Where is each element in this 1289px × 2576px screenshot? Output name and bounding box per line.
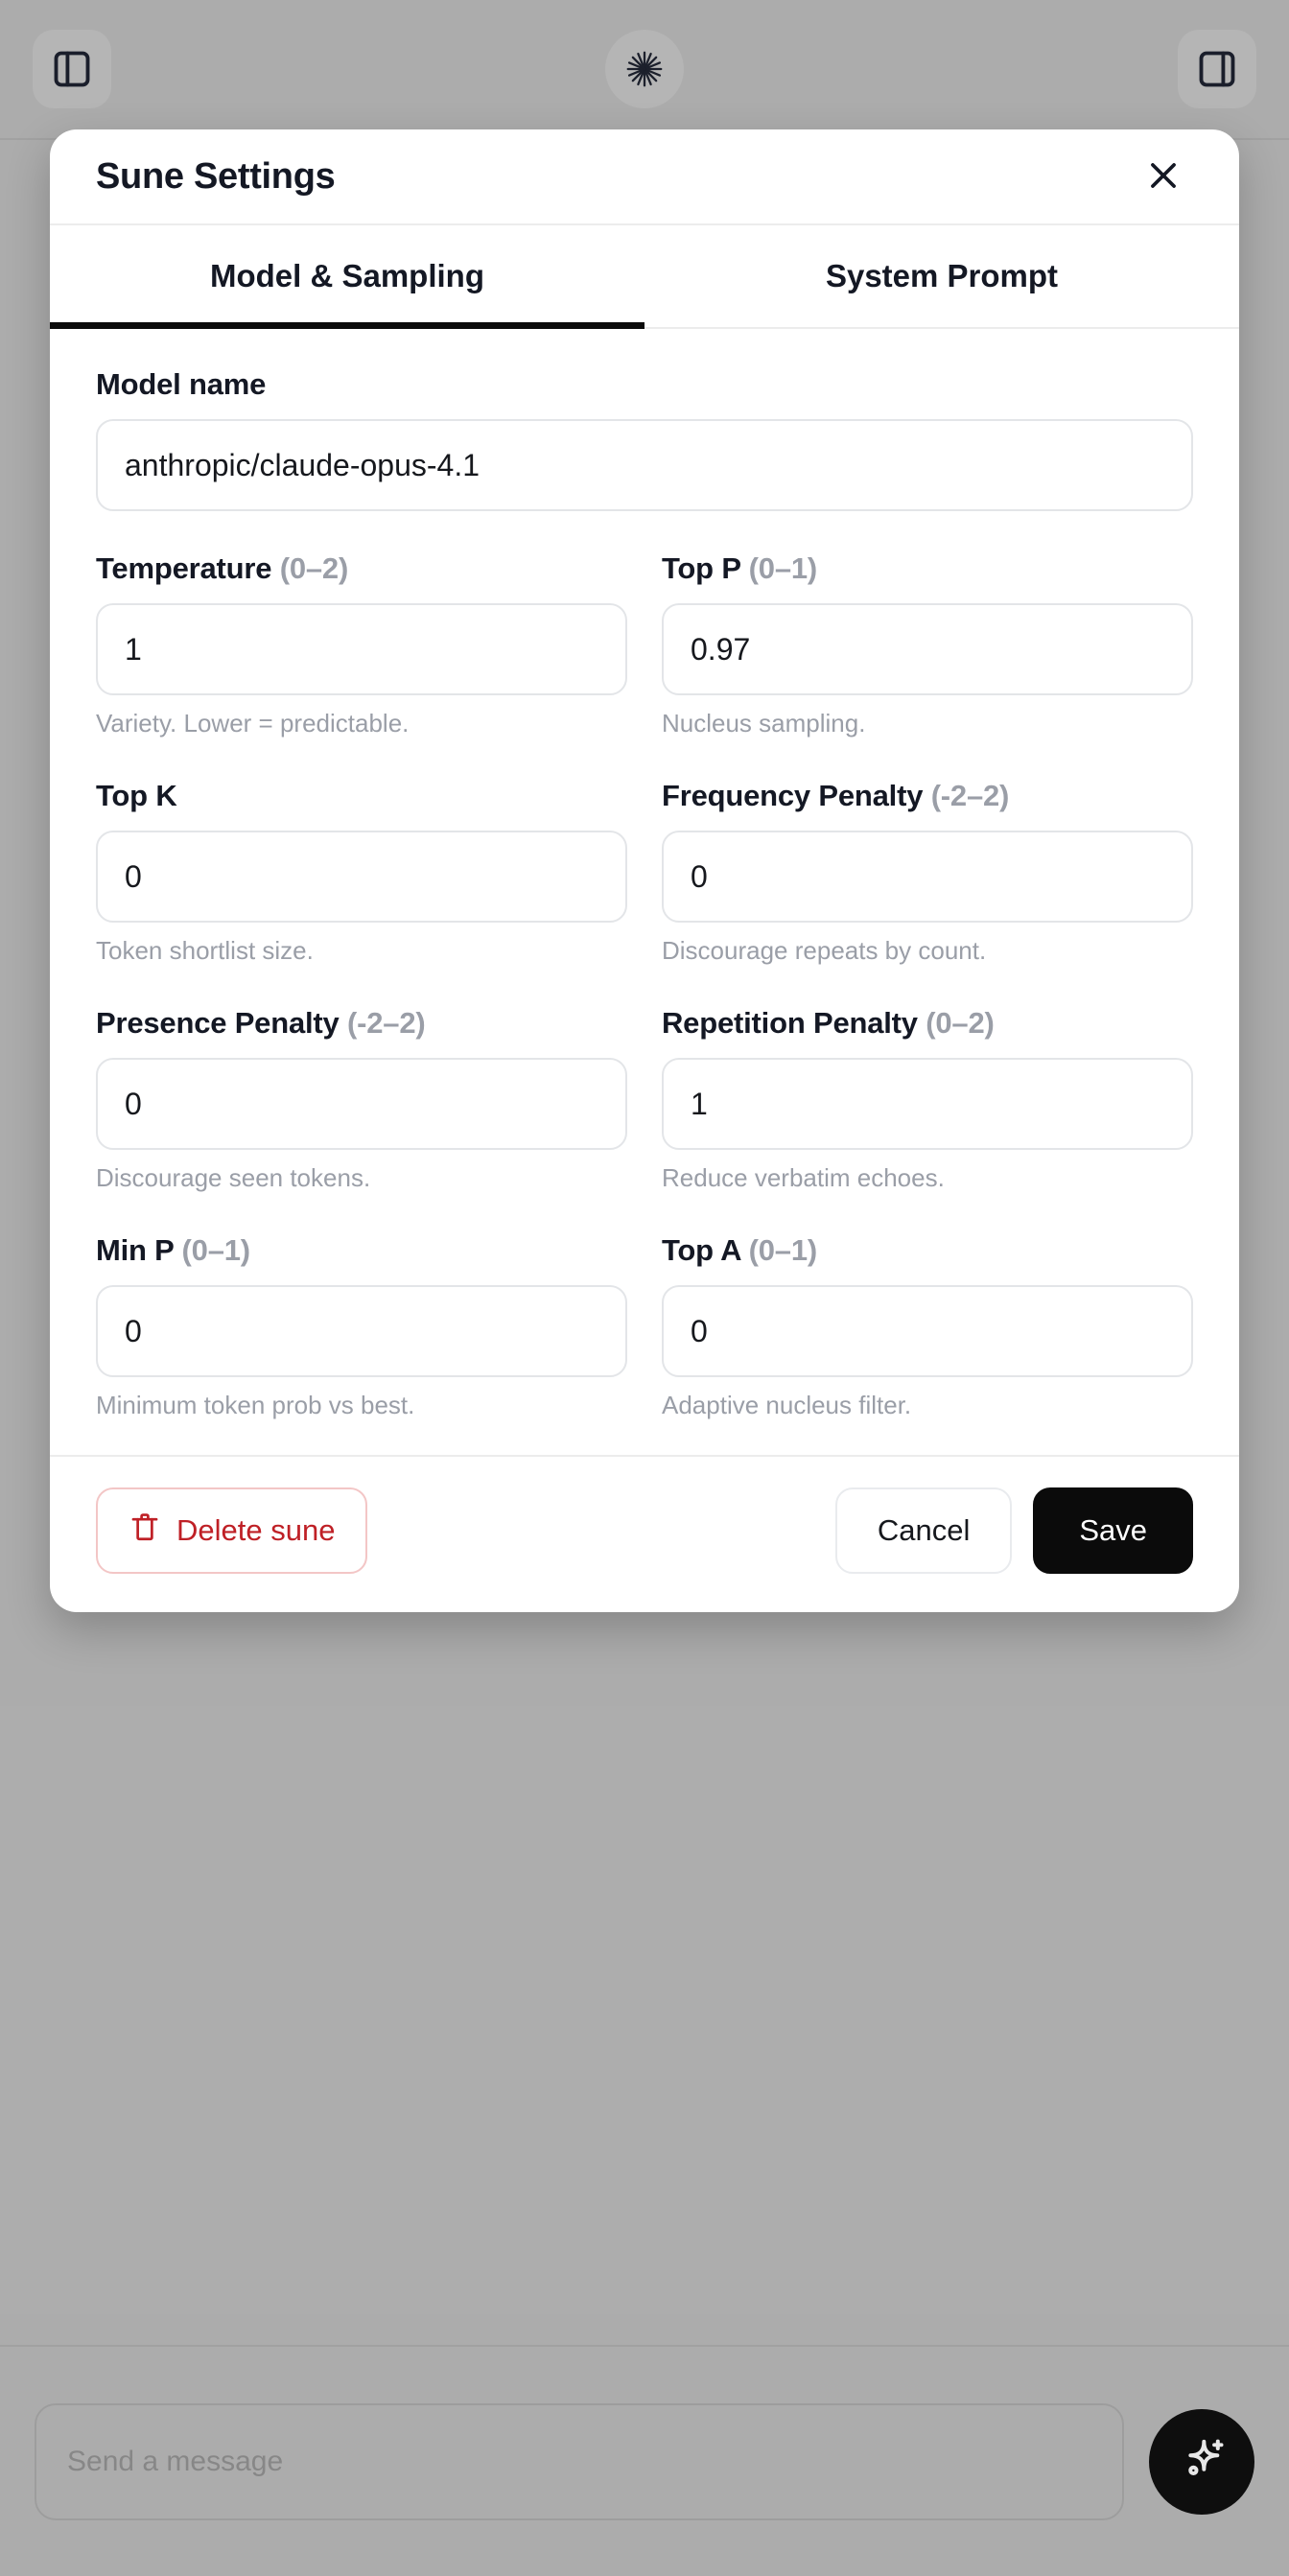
param-row-1: Temperature (0–2) Variety. Lower = predi… — [96, 511, 1193, 738]
repetition-penalty-label: Repetition Penalty (0–2) — [662, 1006, 1193, 1041]
cancel-button[interactable]: Cancel — [834, 1487, 1013, 1574]
top-a-input[interactable] — [662, 1285, 1193, 1377]
top-a-help: Adaptive nucleus filter. — [662, 1391, 912, 1419]
top-k-label: Top K — [96, 779, 627, 813]
frequency-penalty-range: (-2–2) — [930, 779, 1010, 812]
top-p-help: Nucleus sampling. — [662, 709, 866, 738]
repetition-penalty-help: Reduce verbatim echoes. — [662, 1163, 945, 1192]
param-row-2: Top K Token shortlist size. Frequency Pe… — [96, 738, 1193, 966]
top-p-label: Top P (0–1) — [662, 551, 1193, 586]
sunburst-logo-icon — [622, 47, 667, 91]
top-k-help: Token shortlist size. — [96, 936, 314, 965]
field-min-p: Min P (0–1) Minimum token prob vs best. — [96, 1233, 627, 1420]
model-name-input[interactable] — [96, 419, 1193, 511]
top-a-label: Top A (0–1) — [662, 1233, 1193, 1268]
dialog-body: Model name Temperature (0–2) Variety. Lo… — [50, 329, 1239, 1455]
repetition-penalty-input[interactable] — [662, 1058, 1193, 1150]
tab-model-and-sampling[interactable]: Model & Sampling — [50, 225, 644, 329]
presence-penalty-input[interactable] — [96, 1058, 627, 1150]
sune-settings-dialog: Sune Settings Model & Sampling System Pr… — [50, 129, 1239, 1612]
right-panel-toggle-button[interactable] — [1178, 30, 1256, 108]
top-k-input[interactable] — [96, 831, 627, 923]
delete-sune-label: Delete sune — [176, 1513, 336, 1547]
repetition-penalty-range: (0–2) — [926, 1006, 995, 1040]
min-p-input[interactable] — [96, 1285, 627, 1377]
right-panel-toggle-icon — [1196, 48, 1238, 90]
frequency-penalty-input[interactable] — [662, 831, 1193, 923]
page-title: Sune Settings — [96, 155, 336, 197]
min-p-label-text: Min P — [96, 1233, 175, 1267]
frequency-penalty-label-text: Frequency Penalty — [662, 779, 924, 812]
dialog-tabs: Model & Sampling System Prompt — [50, 225, 1239, 329]
left-panel-toggle-button[interactable] — [33, 30, 111, 108]
repetition-penalty-label-text: Repetition Penalty — [662, 1006, 918, 1040]
app-logo-button[interactable] — [605, 30, 684, 108]
top-k-label-text: Top K — [96, 779, 177, 812]
param-row-4: Min P (0–1) Minimum token prob vs best. … — [96, 1193, 1193, 1420]
tab-system-prompt[interactable]: System Prompt — [644, 225, 1239, 327]
message-input[interactable] — [35, 2402, 1124, 2520]
top-bar — [0, 0, 1289, 140]
close-icon — [1145, 157, 1182, 197]
presence-penalty-help: Discourage seen tokens. — [96, 1163, 371, 1192]
model-name-label: Model name — [96, 367, 267, 401]
temperature-help: Variety. Lower = predictable. — [96, 709, 410, 738]
min-p-help: Minimum token prob vs best. — [96, 1391, 415, 1419]
close-dialog-button[interactable] — [1134, 147, 1193, 206]
top-p-input[interactable] — [662, 603, 1193, 695]
delete-sune-button[interactable]: Delete sune — [96, 1487, 368, 1574]
footer-actions: Cancel Save — [834, 1487, 1193, 1574]
presence-penalty-range: (-2–2) — [347, 1006, 426, 1040]
trash-icon — [129, 1510, 161, 1551]
top-p-range: (0–1) — [748, 551, 818, 585]
top-a-label-text: Top A — [662, 1233, 741, 1267]
save-button[interactable]: Save — [1033, 1487, 1193, 1574]
min-p-label: Min P (0–1) — [96, 1233, 627, 1268]
field-temperature: Temperature (0–2) Variety. Lower = predi… — [96, 551, 627, 738]
min-p-range: (0–1) — [181, 1233, 251, 1267]
field-top-p: Top P (0–1) Nucleus sampling. — [662, 551, 1193, 738]
temperature-range: (0–2) — [279, 551, 349, 585]
frequency-penalty-label: Frequency Penalty (-2–2) — [662, 779, 1193, 813]
sparkles-icon — [1175, 2432, 1229, 2491]
field-model-name: Model name — [96, 367, 1193, 511]
field-frequency-penalty: Frequency Penalty (-2–2) Discourage repe… — [662, 779, 1193, 966]
frequency-penalty-help: Discourage repeats by count. — [662, 936, 987, 965]
param-row-3: Presence Penalty (-2–2) Discourage seen … — [96, 966, 1193, 1193]
field-presence-penalty: Presence Penalty (-2–2) Discourage seen … — [96, 1006, 627, 1193]
top-a-range: (0–1) — [748, 1233, 818, 1267]
presence-penalty-label: Presence Penalty (-2–2) — [96, 1006, 627, 1041]
temperature-input[interactable] — [96, 603, 627, 695]
temperature-label: Temperature (0–2) — [96, 551, 627, 586]
dialog-footer: Delete sune Cancel Save — [50, 1455, 1239, 1612]
dialog-header: Sune Settings — [50, 129, 1239, 225]
field-top-a: Top A (0–1) Adaptive nucleus filter. — [662, 1233, 1193, 1420]
top-p-label-text: Top P — [662, 551, 741, 585]
field-top-k: Top K Token shortlist size. — [96, 779, 627, 966]
presence-penalty-label-text: Presence Penalty — [96, 1006, 340, 1040]
field-repetition-penalty: Repetition Penalty (0–2) Reduce verbatim… — [662, 1006, 1193, 1193]
left-panel-toggle-icon — [51, 48, 93, 90]
temperature-label-text: Temperature — [96, 551, 272, 585]
message-composer — [0, 2345, 1289, 2576]
send-message-button[interactable] — [1149, 2408, 1254, 2515]
